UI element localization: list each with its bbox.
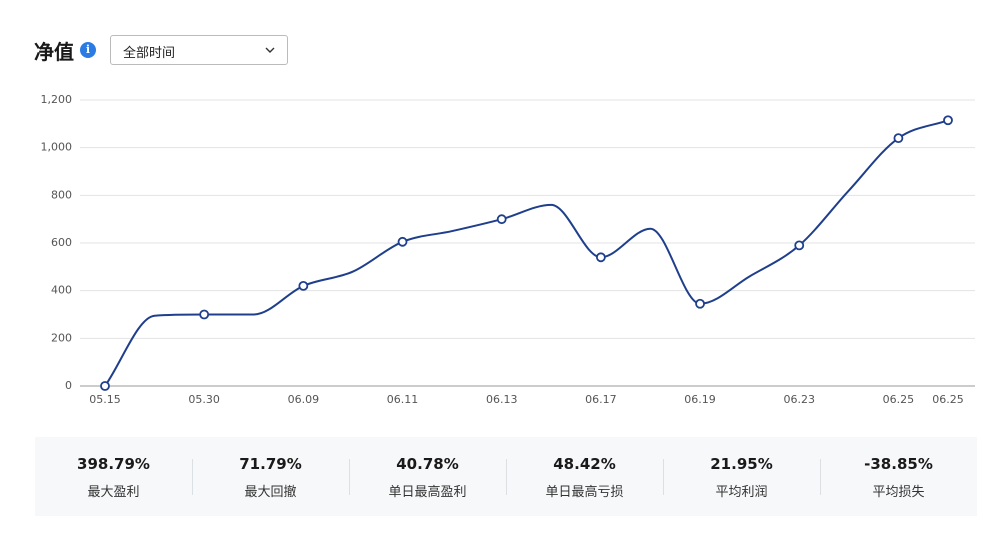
stat-value: 40.78% bbox=[396, 455, 459, 473]
stat: 40.78% 单日最高盈利 bbox=[349, 437, 506, 516]
x-tick-label: 06.13 bbox=[486, 393, 518, 406]
stat-value: -38.85% bbox=[864, 455, 933, 473]
stat-label: 平均损失 bbox=[872, 485, 925, 500]
stat: 48.42% 单日最高亏损 bbox=[506, 437, 663, 516]
stat-value: 398.79% bbox=[77, 455, 150, 473]
point-marker bbox=[496, 214, 507, 225]
x-tick-label: 06.25 bbox=[932, 393, 964, 406]
stat: 71.79% 最大回撤 bbox=[192, 437, 349, 516]
x-tick-label: 06.09 bbox=[288, 393, 320, 406]
x-tick-label: 05.15 bbox=[89, 393, 121, 406]
stat-label: 最大盈利 bbox=[87, 485, 140, 500]
y-tick-label: 800 bbox=[51, 188, 72, 201]
panel-title: 净值 bbox=[34, 40, 74, 64]
chart: 0 200 400 600 800 1,000 1,200 05.15 05.30 06.09 06… bbox=[41, 93, 975, 406]
point-marker bbox=[893, 133, 904, 144]
select-value: 全部时间 bbox=[123, 46, 176, 61]
point-marker bbox=[298, 280, 309, 291]
x-tick-label: 06.11 bbox=[387, 393, 419, 406]
stats-bar: 398.79% 最大盈利 71.79% 最大回撤 40.78% 单日最高盈利 48.42% 单… bbox=[35, 437, 977, 516]
stat-label: 单日最高亏损 bbox=[545, 485, 624, 500]
stat: 21.95% 平均利润 bbox=[663, 437, 820, 516]
stat-label: 最大回撤 bbox=[244, 485, 297, 500]
point-marker bbox=[794, 240, 805, 251]
point-marker bbox=[199, 309, 210, 320]
x-tick-label: 06.19 bbox=[684, 393, 716, 406]
x-tick-label: 06.25 bbox=[883, 393, 915, 406]
y-tick-label: 200 bbox=[51, 331, 72, 344]
stat: -38.85% 平均损失 bbox=[820, 437, 977, 516]
time-range-select[interactable]: 全部时间 bbox=[110, 35, 288, 65]
y-tick-label: 0 bbox=[65, 379, 72, 392]
stat-value: 21.95% bbox=[710, 455, 773, 473]
y-tick-label: 1,000 bbox=[41, 141, 73, 154]
stat: 398.79% 最大盈利 bbox=[35, 437, 192, 516]
stat-label: 单日最高盈利 bbox=[388, 485, 467, 500]
x-tick-label: 06.17 bbox=[585, 393, 617, 406]
y-tick-label: 400 bbox=[51, 284, 72, 297]
point-marker bbox=[595, 252, 606, 263]
point-marker bbox=[397, 236, 408, 247]
point-marker bbox=[943, 115, 953, 126]
stat-label: 平均利润 bbox=[715, 485, 768, 500]
series-line bbox=[104, 119, 949, 387]
point-marker bbox=[695, 298, 705, 309]
chevron bbox=[265, 47, 275, 53]
stat-value: 71.79% bbox=[239, 455, 302, 473]
stat-value: 48.42% bbox=[553, 455, 616, 473]
y-tick-label: 600 bbox=[51, 236, 72, 249]
x-tick-label: 05.30 bbox=[188, 393, 220, 406]
info-icon[interactable]: i bbox=[80, 42, 96, 58]
x-tick-label: 06.23 bbox=[783, 393, 815, 406]
y-tick-label: 1,200 bbox=[41, 93, 73, 106]
point-marker bbox=[100, 381, 110, 391]
